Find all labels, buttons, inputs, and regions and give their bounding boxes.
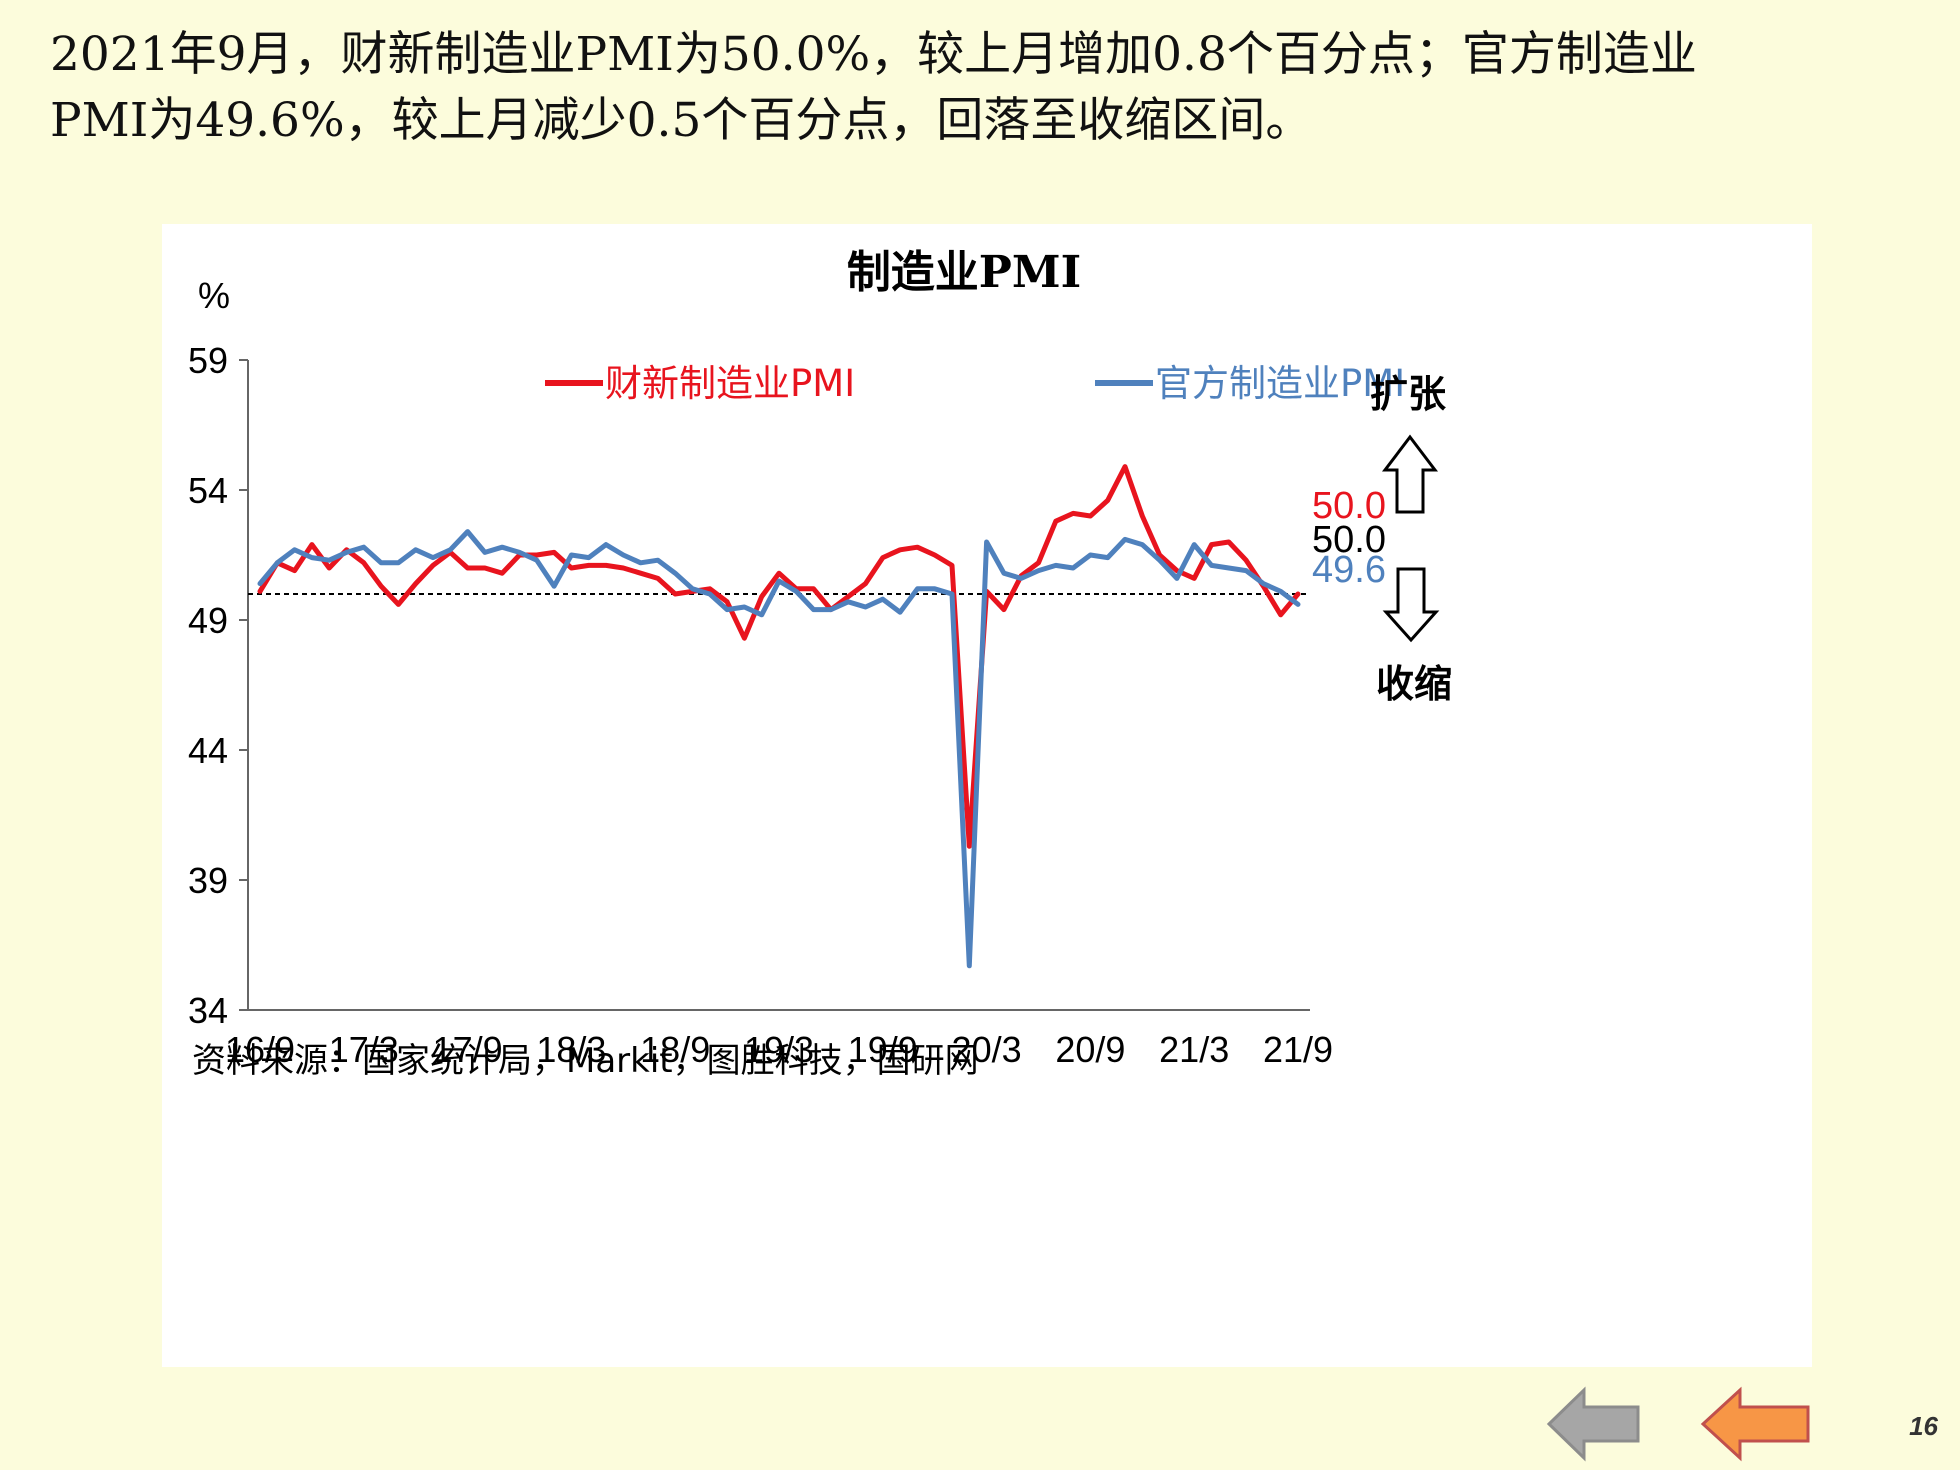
nav-back-arrow-button[interactable] <box>1546 1386 1642 1462</box>
left-arrow-gray-icon <box>1546 1386 1640 1462</box>
chart-legend: 财新制造业PMI 官方制造业PMI <box>545 362 1405 405</box>
x-tick-label: 20/9 <box>1055 1029 1125 1070</box>
caixin-pmi-series-line <box>257 464 1301 849</box>
contraction-label: 收缩 <box>1376 661 1452 706</box>
x-tick-label: 21/3 <box>1159 1029 1229 1070</box>
page-number: 16 <box>1909 1411 1938 1441</box>
official-last-value-label: 49.6 <box>1312 549 1386 591</box>
x-tick-label: 16/9 <box>225 1029 295 1070</box>
x-tick-label: 19/3 <box>744 1029 814 1070</box>
x-tick-label: 18/3 <box>536 1029 606 1070</box>
up-arrow-outline-icon <box>1381 434 1439 514</box>
expansion-label: 扩张 <box>1370 371 1446 416</box>
x-tick-label: 19/9 <box>848 1029 918 1070</box>
x-tick-label: 17/3 <box>329 1029 399 1070</box>
legend-label-official: 官方制造业PMI <box>1155 362 1405 405</box>
y-tick-label: 44 <box>188 730 228 771</box>
x-tick-label: 17/9 <box>433 1029 503 1070</box>
x-tick-label: 20/3 <box>952 1029 1022 1070</box>
legend-label-caixin: 财新制造业PMI <box>605 362 855 405</box>
y-axis-unit-label: % <box>198 275 230 316</box>
y-tick-label: 54 <box>188 470 228 511</box>
chart-panel: 制造业PMI % 59 54 49 44 39 34 16/9 17/3 17/9 18/3 18/… <box>162 224 1812 1367</box>
official-pmi-series-line <box>257 529 1301 969</box>
headline-line-2: PMI为49.6%，较上月减少0.5个百分点，回落至收缩区间。 <box>50 93 1313 148</box>
source-note: 资料来源：国家统计局，Markit，图胜科技，国研网 <box>192 1041 979 1081</box>
chart-title: 制造业PMI <box>847 247 1081 298</box>
left-arrow-orange-icon <box>1700 1386 1810 1462</box>
y-tick-label: 59 <box>188 340 228 381</box>
nav-previous-arrow-button[interactable] <box>1700 1386 1812 1462</box>
down-arrow-outline-icon <box>1382 567 1440 643</box>
headline-text: 2021年9月，财新制造业PMI为50.0%，较上月增加0.8个百分点；官方制造… <box>50 22 1930 154</box>
y-tick-label: 49 <box>188 600 228 641</box>
threshold-value-label: 50.0 <box>1312 519 1386 561</box>
caixin-last-value-label: 50.0 <box>1312 485 1386 527</box>
chart-plot-area <box>248 464 1310 969</box>
x-tick-label: 21/9 <box>1263 1029 1333 1070</box>
x-tick-label: 18/9 <box>640 1029 710 1070</box>
y-tick-label: 39 <box>188 860 228 901</box>
y-tick-label: 34 <box>188 990 228 1031</box>
headline-line-1: 2021年9月，财新制造业PMI为50.0%，较上月增加0.8个百分点；官方制造… <box>50 27 1697 82</box>
